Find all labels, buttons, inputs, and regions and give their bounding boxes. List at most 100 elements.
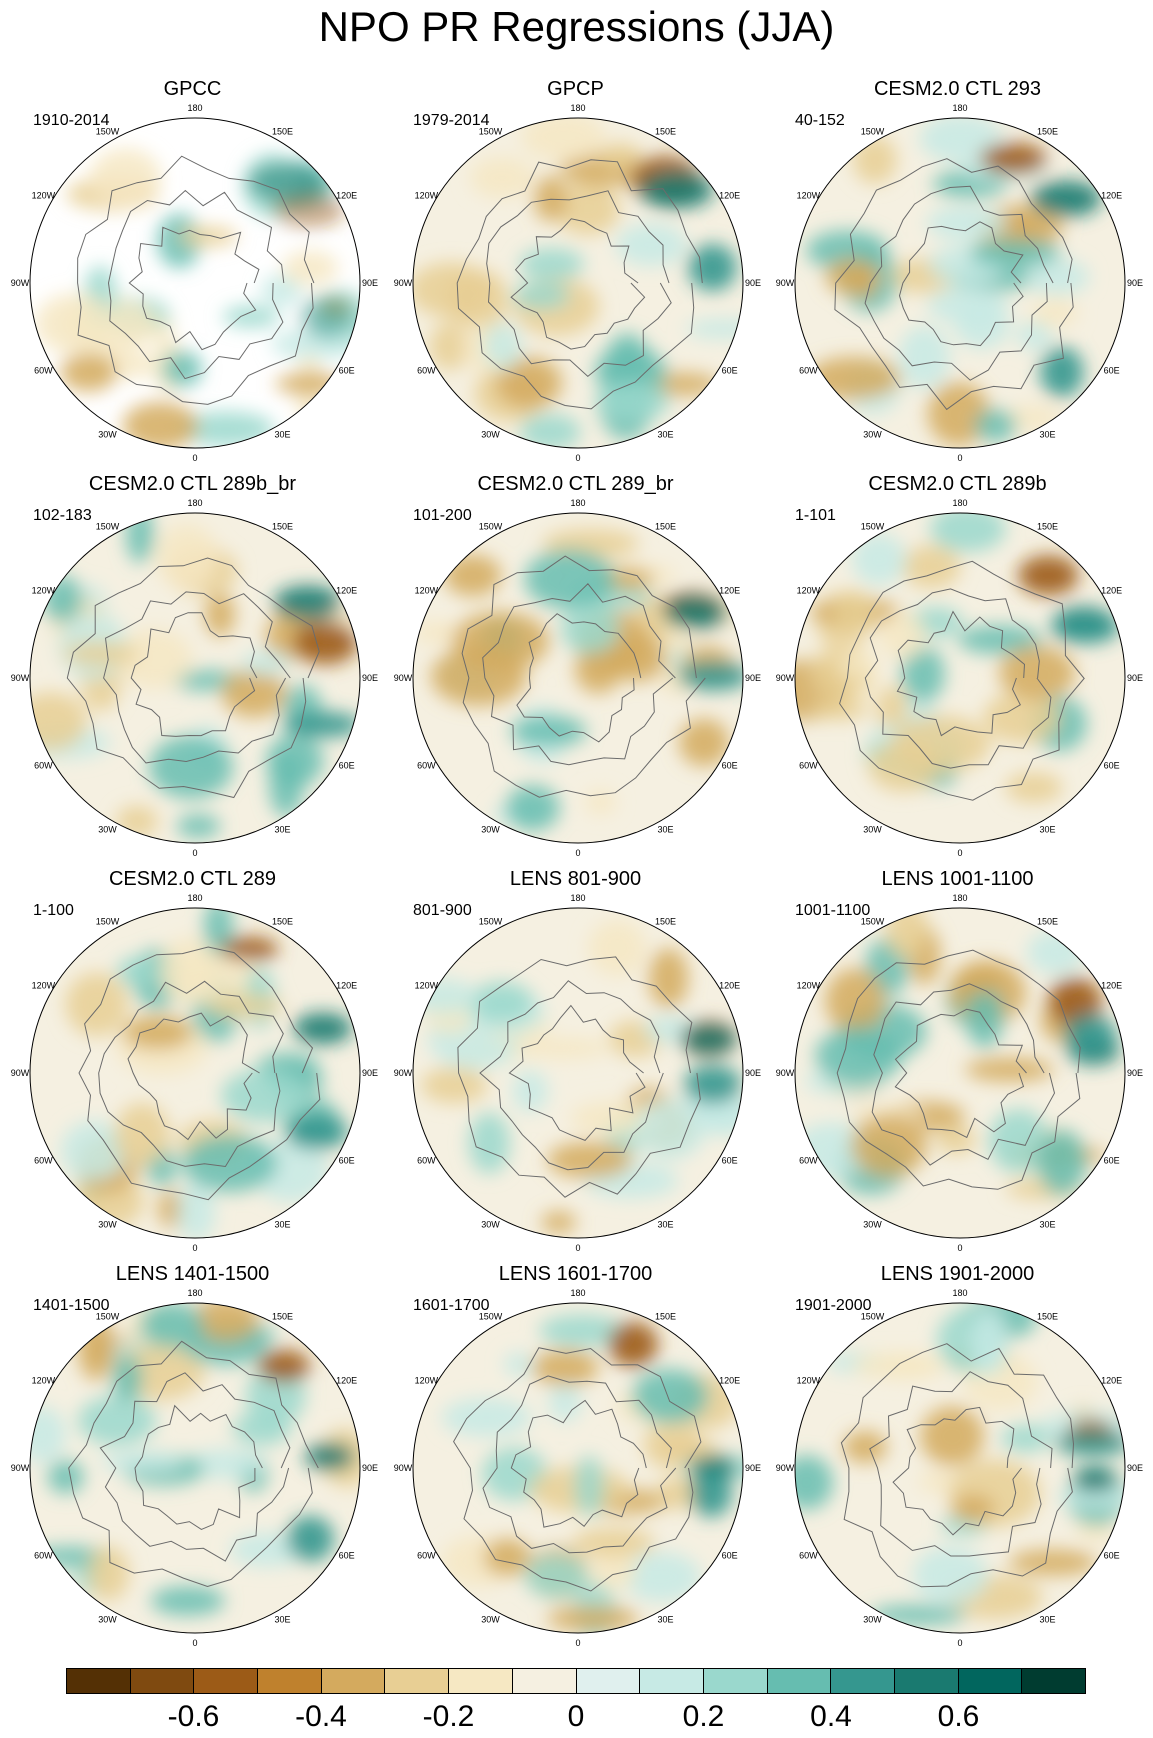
coastline bbox=[461, 555, 706, 798]
longitude-label: 60E bbox=[1104, 761, 1120, 771]
longitude-label: 0 bbox=[575, 453, 580, 463]
colorbar-cell bbox=[703, 1669, 768, 1693]
longitude-label: 30E bbox=[1039, 825, 1055, 835]
longitude-label: 150W bbox=[96, 126, 120, 136]
longitude-label: 120E bbox=[1101, 1376, 1122, 1386]
longitude-label: 150E bbox=[272, 916, 293, 926]
longitude-label: 120E bbox=[719, 191, 740, 201]
longitude-label: 180 bbox=[570, 1288, 585, 1298]
coastline bbox=[66, 557, 320, 799]
longitude-label: 120W bbox=[797, 586, 821, 596]
longitude-label: 150W bbox=[861, 1311, 885, 1321]
shaded-field bbox=[795, 118, 1125, 448]
longitude-label: 90E bbox=[1127, 278, 1143, 288]
longitude-label: 30E bbox=[274, 1220, 290, 1230]
longitude-label: 30W bbox=[481, 825, 500, 835]
longitude-label: 150W bbox=[861, 916, 885, 926]
longitude-label: 120W bbox=[797, 1376, 821, 1386]
colorbar-cell bbox=[958, 1669, 1023, 1693]
longitude-label: 150E bbox=[1037, 1311, 1058, 1321]
longitude-label: 60W bbox=[799, 1551, 818, 1561]
longitude-label: 60W bbox=[34, 761, 53, 771]
panel-period: 1001-1100 bbox=[795, 902, 871, 919]
coastline bbox=[840, 1343, 1075, 1588]
longitude-label: 30W bbox=[863, 430, 882, 440]
longitude-label: 90E bbox=[745, 1463, 761, 1473]
longitude-label: 90E bbox=[1127, 673, 1143, 683]
colorbar-label: 0.4 bbox=[810, 1700, 852, 1733]
longitude-label: 30E bbox=[1039, 1220, 1055, 1230]
polar-map: 180 150E 120E 90E 60E 30E 0 30W 60W 90W 120W 150W bbox=[394, 893, 761, 1253]
longitude-label: 150E bbox=[1037, 521, 1058, 531]
longitude-label: 120E bbox=[719, 981, 740, 991]
map-boundary bbox=[794, 1302, 1126, 1634]
shaded-field bbox=[413, 908, 743, 1238]
panel-period: 40-152 bbox=[795, 112, 845, 129]
longitude-label: 60W bbox=[417, 1156, 436, 1166]
coastline bbox=[834, 158, 1074, 411]
longitude-label: 60W bbox=[34, 1551, 53, 1561]
polar-map: 180 150E 120E 90E 60E 30E 0 30W 60W 90W 120W 150W bbox=[776, 498, 1143, 858]
longitude-label: 120E bbox=[1101, 981, 1122, 991]
longitude-label: 90E bbox=[362, 278, 378, 288]
panel-period: 1910-2014 bbox=[33, 112, 110, 129]
longitude-label: 120W bbox=[32, 1376, 56, 1386]
map-boundary bbox=[794, 512, 1126, 844]
map-boundary bbox=[794, 117, 1126, 449]
panel-title: LENS 1601-1700 bbox=[498, 1263, 653, 1285]
longitude-label: 90W bbox=[776, 1068, 795, 1078]
longitude-label: 90W bbox=[776, 1463, 795, 1473]
polar-map: 180 150E 120E 90E 60E 30E 0 30W 60W 90W 120W 150W bbox=[394, 1288, 761, 1648]
longitude-label: 120W bbox=[415, 586, 439, 596]
longitude-label: 30W bbox=[863, 1615, 882, 1625]
longitude-label: 150W bbox=[479, 126, 503, 136]
longitude-label: 120W bbox=[415, 191, 439, 201]
coastline bbox=[456, 159, 703, 410]
longitude-label: 60E bbox=[1104, 1156, 1120, 1166]
longitude-label: 90E bbox=[1127, 1463, 1143, 1473]
shaded-field bbox=[413, 513, 743, 843]
colorbar-cell bbox=[512, 1669, 577, 1693]
longitude-label: 30W bbox=[98, 430, 117, 440]
panel-period: 102-183 bbox=[33, 507, 92, 524]
longitude-label: 60E bbox=[722, 366, 738, 376]
longitude-label: 30W bbox=[98, 1220, 117, 1230]
longitude-label: 30W bbox=[98, 825, 117, 835]
longitude-label: 120W bbox=[415, 981, 439, 991]
longitude-label: 30W bbox=[481, 430, 500, 440]
map-boundary bbox=[29, 907, 361, 1239]
colorbar-cell bbox=[258, 1669, 322, 1693]
map-panel: LENS 1401-1500 1401-1500 180 150E 120E 90E 60E… bbox=[0, 1185, 385, 1648]
longitude-label: 30W bbox=[98, 1615, 117, 1625]
longitude-label: 90W bbox=[11, 1068, 30, 1078]
longitude-label: 60W bbox=[417, 366, 436, 376]
longitude-label: 150W bbox=[861, 126, 885, 136]
longitude-label: 150E bbox=[1037, 916, 1058, 926]
longitude-label: 120W bbox=[797, 981, 821, 991]
longitude-label: 90E bbox=[745, 278, 761, 288]
coastline bbox=[77, 155, 315, 405]
longitude-label: 60W bbox=[799, 761, 818, 771]
panel-title: LENS 801-900 bbox=[509, 868, 642, 890]
shaded-field bbox=[413, 1303, 743, 1633]
longitude-label: 90E bbox=[1127, 1068, 1143, 1078]
panel-title: CESM2.0 CTL 293 bbox=[873, 78, 1042, 100]
longitude-label: 90E bbox=[745, 673, 761, 683]
longitude-label: 60W bbox=[417, 1551, 436, 1561]
map-panel: CESM2.0 CTL 289_br 101-200 180 150E 120E 90E 6… bbox=[383, 395, 768, 858]
longitude-label: 0 bbox=[192, 848, 197, 858]
longitude-label: 120E bbox=[336, 191, 357, 201]
panel-title: GPCC bbox=[163, 78, 222, 100]
panel-period: 1979-2014 bbox=[413, 112, 490, 129]
longitude-label: 30E bbox=[657, 825, 673, 835]
colorbar-cell bbox=[67, 1669, 131, 1693]
longitude-label: 60E bbox=[339, 366, 355, 376]
colorbar-label: -0.6 bbox=[167, 1700, 220, 1733]
colorbar-label: -0.4 bbox=[295, 1700, 347, 1733]
longitude-label: 180 bbox=[952, 1288, 967, 1298]
longitude-label: 120W bbox=[797, 191, 821, 201]
colorbar-cell bbox=[640, 1669, 704, 1693]
longitude-label: 180 bbox=[570, 498, 585, 508]
longitude-label: 90E bbox=[745, 1068, 761, 1078]
panel-title: LENS 1901-2000 bbox=[880, 1263, 1035, 1285]
